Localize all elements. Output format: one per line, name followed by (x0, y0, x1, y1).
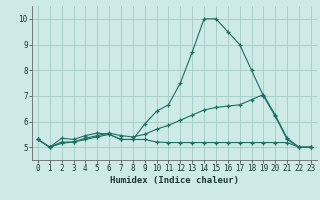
X-axis label: Humidex (Indice chaleur): Humidex (Indice chaleur) (110, 176, 239, 185)
